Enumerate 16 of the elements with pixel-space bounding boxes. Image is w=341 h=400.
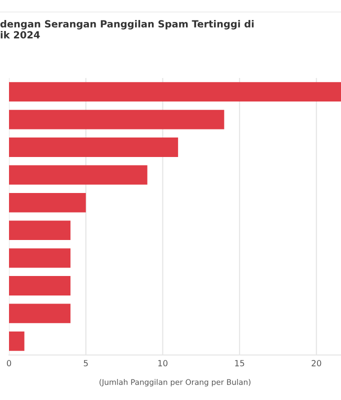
bar bbox=[9, 220, 70, 240]
bar bbox=[9, 82, 341, 102]
bar bbox=[9, 138, 178, 157]
x-tick-label: 20 bbox=[312, 360, 322, 366]
chart-title: dengan Serangan Panggilan Spam Tertinggi di ik 2024 bbox=[0, 20, 254, 38]
bar bbox=[9, 304, 70, 324]
bar bbox=[9, 165, 148, 185]
x-tick-label: 0 bbox=[6, 360, 12, 366]
x-tick-label: 15 bbox=[235, 360, 244, 366]
bar bbox=[9, 248, 70, 268]
x-tick-label: 5 bbox=[84, 360, 88, 366]
bar bbox=[9, 331, 24, 351]
x-tick-label: 10 bbox=[158, 360, 168, 366]
bar bbox=[9, 276, 70, 296]
bar bbox=[9, 110, 224, 130]
bar bbox=[9, 192, 86, 212]
